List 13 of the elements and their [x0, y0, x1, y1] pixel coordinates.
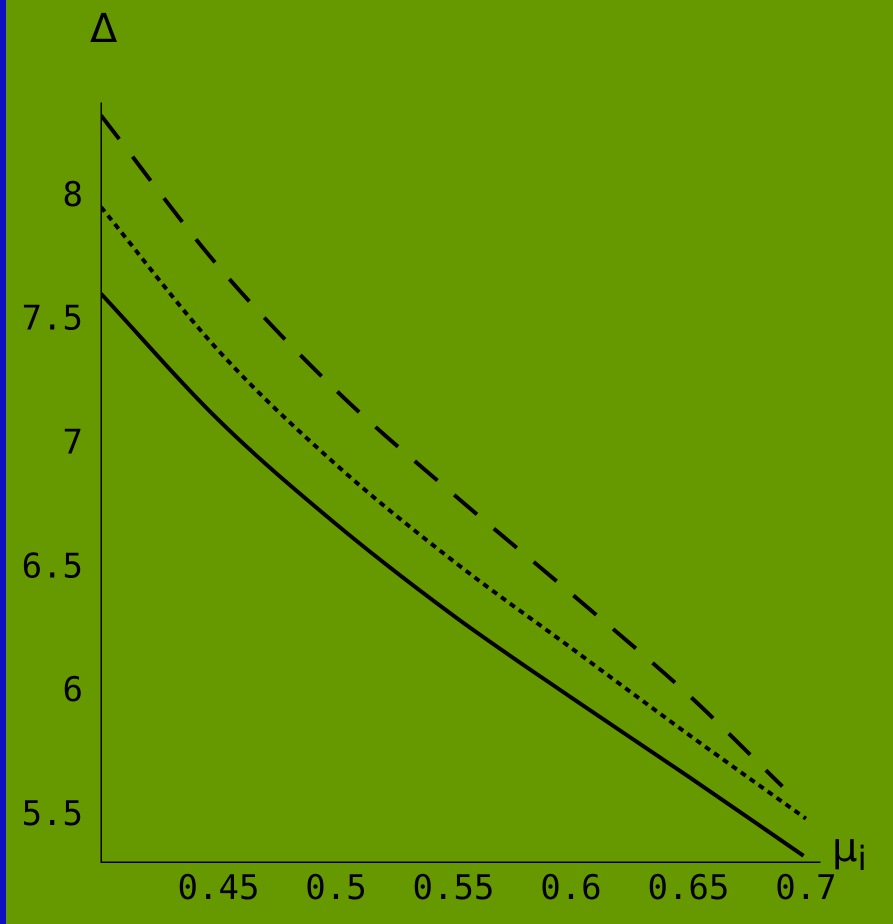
x-tick-label: 0.5 — [305, 868, 367, 908]
x-tick-label: 0.65 — [647, 868, 730, 908]
x-tick-label: 0.6 — [540, 868, 602, 908]
x-tick-label: 0.55 — [412, 868, 494, 908]
y-tick-label: 6.5 — [22, 546, 83, 586]
y-tick-label: 7.5 — [22, 298, 83, 339]
x-tick-label: 0.7 — [775, 868, 837, 908]
y-tick-label: 6 — [62, 670, 83, 710]
y-tick-label: 8 — [62, 174, 83, 215]
x-tick-label: 0.45 — [178, 868, 260, 908]
y-tick-label: 5.5 — [22, 794, 83, 834]
y-axis-title: Δ — [90, 6, 118, 52]
y-tick-label: 7 — [62, 422, 83, 463]
